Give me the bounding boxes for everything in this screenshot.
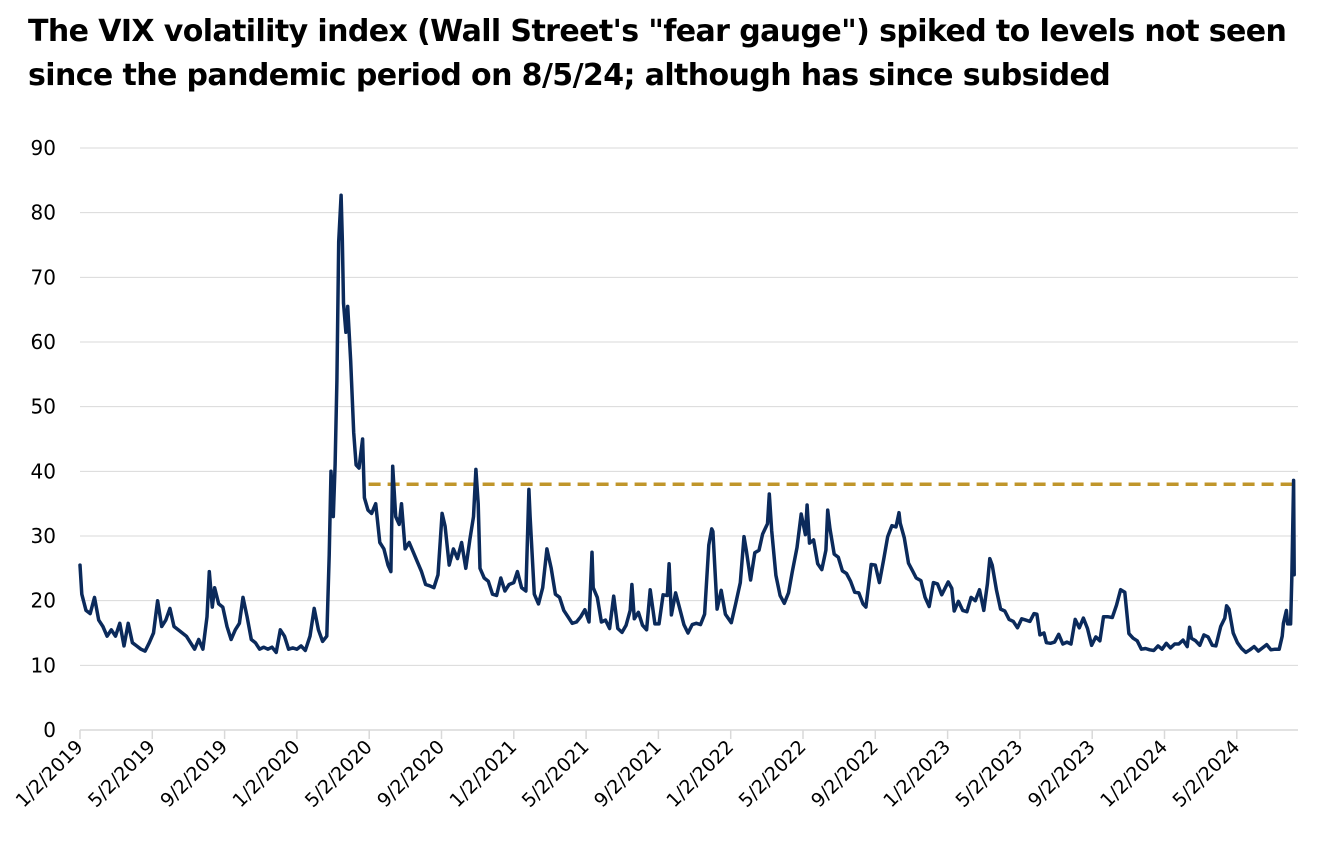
x-tick-label: 1/2/2023 (879, 736, 955, 812)
x-tick-label: 5/2/2024 (1168, 736, 1244, 812)
y-tick-label: 30 (31, 524, 56, 548)
chart-title: The VIX volatility index (Wall Street's … (28, 14, 1287, 93)
y-tick-label: 0 (43, 718, 56, 742)
y-tick-label: 80 (31, 201, 56, 225)
x-tick-label: 5/2/2023 (952, 736, 1028, 812)
x-tick-label: 1/2/2019 (12, 736, 88, 812)
x-tick-label: 9/2/2019 (156, 736, 232, 812)
x-tick-label: 9/2/2022 (807, 736, 883, 812)
x-tick-label: 1/2/2021 (445, 736, 521, 812)
y-axis-ticks: 0 10 20 30 40 50 60 70 80 90 (31, 136, 56, 742)
x-tick-label: 9/2/2023 (1024, 736, 1100, 812)
y-tick-label: 20 (31, 589, 56, 613)
series-line-vix (78, 193, 1296, 655)
x-tick-label: 1/2/2020 (229, 736, 305, 812)
y-tick-label: 50 (31, 395, 56, 419)
x-tick-label: 1/2/2024 (1096, 736, 1172, 812)
x-tick-label: 5/2/2019 (84, 736, 160, 812)
x-tick-label: 9/2/2021 (590, 736, 666, 812)
x-tick-label: 5/2/2021 (518, 736, 594, 812)
x-axis-ticks: 1/2/20195/2/20199/2/20191/2/20205/2/2020… (12, 736, 1245, 812)
y-tick-label: 40 (31, 459, 56, 483)
x-tick-label: 1/2/2022 (662, 736, 738, 812)
gridlines (80, 147, 1298, 666)
y-tick-label: 10 (31, 653, 56, 677)
x-tick-label: 5/2/2022 (735, 736, 811, 812)
x-axis (79, 729, 1298, 739)
series-group (78, 193, 1296, 655)
y-tick-label: 70 (31, 265, 56, 289)
x-tick-label: 5/2/2020 (301, 736, 377, 812)
y-tick-label: 60 (31, 330, 56, 354)
x-tick-label: 9/2/2020 (373, 736, 449, 812)
y-tick-label: 90 (31, 136, 56, 160)
